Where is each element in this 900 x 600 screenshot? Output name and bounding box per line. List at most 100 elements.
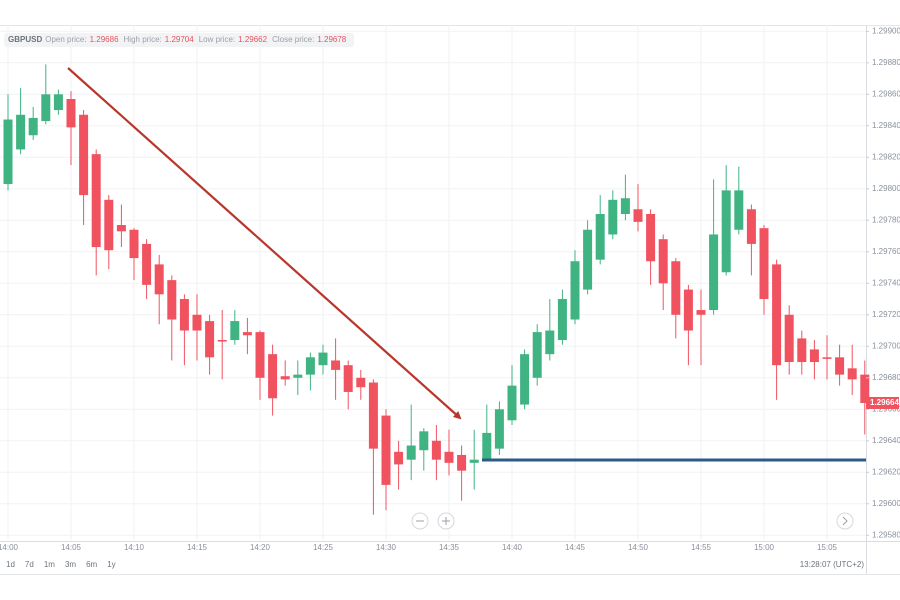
candle-body [709,234,719,311]
low-value: 1.29662 [238,35,268,44]
x-tick-label: 14:30 [376,543,397,552]
y-tick-label: 1.29840 [872,121,900,130]
scroll-right-button[interactable] [836,512,854,530]
y-tick-label: 1.29640 [872,436,900,445]
x-tick-label: 14:10 [124,543,145,552]
x-tick-label: 14:50 [628,543,649,552]
range-buttons: 1d 7d 1m 3m 6m 1y [6,560,116,569]
zoom-in-button[interactable] [437,512,455,530]
y-tick-label: 1.29820 [872,152,900,161]
y-tick-label: 1.29620 [872,467,900,476]
candle-body [696,310,706,315]
candle-body [129,229,139,259]
candle-body [116,225,126,232]
candle-body [658,239,668,284]
y-tick-label: 1.29680 [872,373,900,382]
y-tick-label: 1.29780 [872,215,900,224]
y-tick-label: 1.29580 [872,530,900,539]
candle-body [242,332,252,336]
candle-body [305,357,315,375]
y-axis: 1.29900 1.29880 1.29860 1.29840 1.29820 1.298… [0,26,900,552]
candle-body [620,198,630,214]
candle-body [822,357,832,359]
y-tick-label: 1.29700 [872,341,900,350]
candle-body [318,352,328,366]
candle-body [368,382,378,449]
candle-body [683,289,693,331]
candle-body [167,280,177,320]
symbol: GBPUSD [8,35,43,44]
candle-body [797,338,807,363]
candle-body [343,365,353,392]
candle-body [507,385,517,421]
open-value: 1.29686 [89,35,119,44]
x-tick-label: 14:25 [313,543,334,552]
candle-body [91,154,101,248]
candle-body [494,409,504,449]
range-button[interactable]: 7d [24,560,34,569]
candle-body [394,451,404,465]
close-value: 1.29678 [317,35,347,44]
candle-body [847,368,857,380]
candle-body [608,199,618,235]
candle-body [41,94,51,122]
candle-body [545,330,555,355]
candle-body [772,264,782,366]
open-label: Open price: [45,35,87,44]
y-tick-label: 1.29600 [872,499,900,508]
candle-body [734,190,744,230]
clock: 13:28:07 (UTC+2) [799,560,864,569]
candle-body [154,264,164,295]
high-label: High price: [123,35,162,44]
candle-body [431,440,441,460]
x-tick-label: 14:55 [691,543,712,552]
range-button[interactable]: 1m [43,560,55,569]
zoom-out-button[interactable] [411,512,429,530]
candle-body [356,377,366,388]
candle-body [595,213,605,260]
candle-body [746,209,756,244]
x-tick-label: 15:00 [754,543,775,552]
candle-body [482,432,492,460]
x-tick-label: 14:05 [61,543,82,552]
candle-body [66,99,76,128]
candle-body [192,314,202,331]
x-tick-label: 14:20 [250,543,271,552]
range-button[interactable]: 6m [86,560,98,569]
low-label: Low price: [198,35,236,44]
candle-body [179,299,189,331]
range-button[interactable]: 3m [64,560,77,569]
candle-body [671,261,681,315]
candle-body [633,209,643,222]
candle-body [205,321,215,358]
candle-body [860,374,870,403]
range-button[interactable]: 1y [107,560,116,569]
candle-body [79,114,89,196]
range-button[interactable]: 1d [6,560,15,569]
bottom-bar: 1d 7d 1m 3m 6m 1y 13:28:07 (UTC+2) [0,556,900,574]
candle-body [230,321,240,340]
x-tick-label: 15:05 [817,543,838,552]
candle-body [142,243,152,285]
candle-body [280,376,290,380]
x-tick-label: 14:15 [187,543,208,552]
y-tick-label: 1.29720 [872,310,900,319]
y-tick-label: 1.29760 [872,247,900,256]
candle-body [217,339,227,342]
candle-body [293,374,303,378]
x-tick-label: 14:45 [565,543,586,552]
x-tick-label: 14:00 [0,543,19,552]
candle-body [16,114,26,150]
candle-body [457,454,467,471]
x-tick-label: 14:35 [439,543,460,552]
candle-body [331,360,341,370]
candle-body [255,332,265,378]
candle-body [444,451,454,463]
candle-body [268,354,278,399]
candle-body [406,445,416,460]
candle-body [759,228,769,300]
high-value: 1.29704 [164,35,194,44]
candle-body [835,357,845,375]
